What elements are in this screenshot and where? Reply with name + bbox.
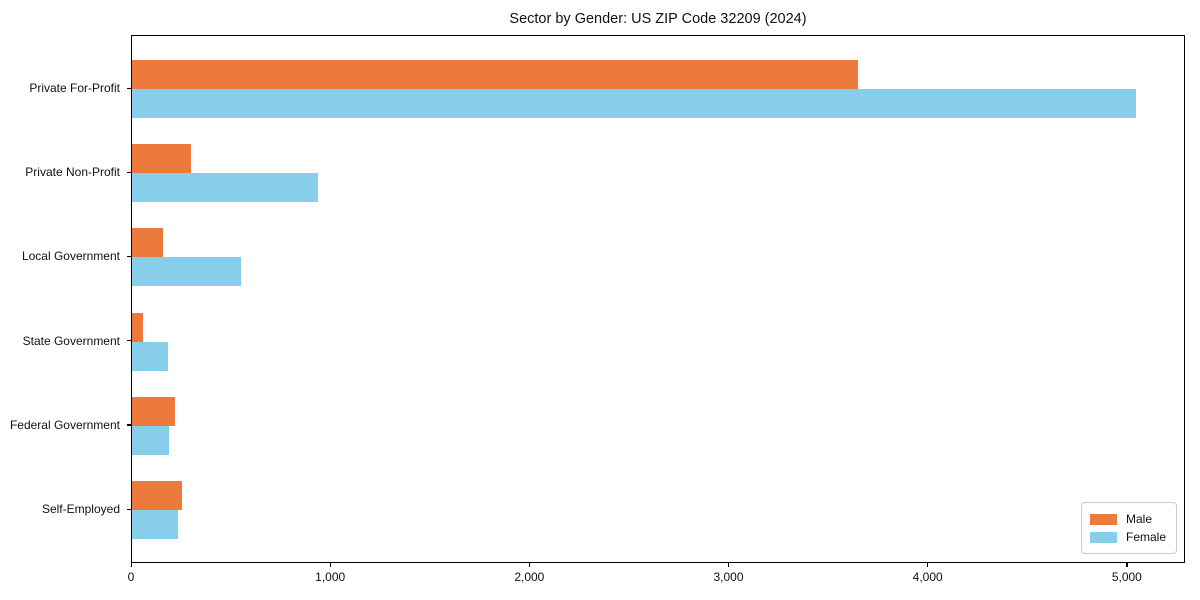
x-tick-mark bbox=[130, 563, 132, 567]
bar-female-private-non-profit bbox=[132, 173, 319, 203]
y-axis-label-self-employed: Self-Employed bbox=[41, 502, 120, 516]
y-axis-label-private-non-profit: Private Non-Profit bbox=[25, 165, 120, 180]
bar-male-self-employed bbox=[132, 481, 182, 510]
bar-male-federal-government bbox=[132, 396, 175, 426]
x-axis-tick-label-2-000: 2,000 bbox=[514, 570, 545, 584]
y-axis-label-state-government: State Government bbox=[22, 333, 120, 348]
x-axis-tick-label-3-000: 3,000 bbox=[713, 570, 744, 584]
legend-swatch-male bbox=[1089, 513, 1117, 525]
bar-female-federal-government bbox=[132, 425, 169, 455]
plot-area: Male Female bbox=[131, 35, 1185, 563]
x-axis-tick-label-1-000: 1,000 bbox=[315, 570, 346, 584]
bar-male-private-for-profit bbox=[132, 60, 858, 89]
y-tick-mark bbox=[127, 340, 131, 342]
bar-male-state-government bbox=[132, 312, 143, 342]
bar-female-state-government bbox=[132, 341, 168, 371]
x-axis-tick-label-4-000: 4,000 bbox=[912, 570, 943, 584]
legend-item-male: Male bbox=[1089, 512, 1166, 526]
x-tick-mark bbox=[329, 563, 331, 567]
y-tick-mark bbox=[127, 255, 131, 258]
chart-legend: Male Female bbox=[1080, 502, 1177, 554]
legend-label-female: Female bbox=[1125, 530, 1166, 544]
x-tick-mark bbox=[1126, 563, 1128, 567]
legend-item-female: Female bbox=[1089, 530, 1166, 544]
x-tick-mark bbox=[528, 563, 531, 567]
bar-male-local-government bbox=[132, 228, 163, 258]
y-tick-mark bbox=[127, 87, 131, 89]
bar-female-local-government bbox=[132, 257, 241, 287]
y-axis-label-local-government: Local Government bbox=[21, 249, 120, 264]
chart-title: Sector by Gender: US ZIP Code 32209 (202… bbox=[509, 11, 807, 27]
x-tick-mark bbox=[728, 563, 730, 567]
x-axis-tick-label-5-000: 5,000 bbox=[1111, 570, 1142, 584]
y-axis-label-federal-government: Federal Government bbox=[9, 417, 120, 432]
y-tick-mark bbox=[127, 171, 131, 173]
x-tick-mark bbox=[927, 563, 929, 567]
y-axis-label-private-for-profit: Private For-Profit bbox=[29, 81, 120, 95]
y-tick-mark bbox=[127, 424, 131, 426]
bar-female-self-employed bbox=[132, 510, 178, 539]
y-tick-mark bbox=[127, 508, 131, 510]
legend-swatch-female bbox=[1089, 531, 1117, 543]
legend-label-male: Male bbox=[1125, 512, 1152, 526]
bar-female-private-for-profit bbox=[132, 89, 1136, 118]
x-axis-tick-label-0: 0 bbox=[127, 570, 135, 584]
bar-male-private-non-profit bbox=[132, 144, 191, 174]
